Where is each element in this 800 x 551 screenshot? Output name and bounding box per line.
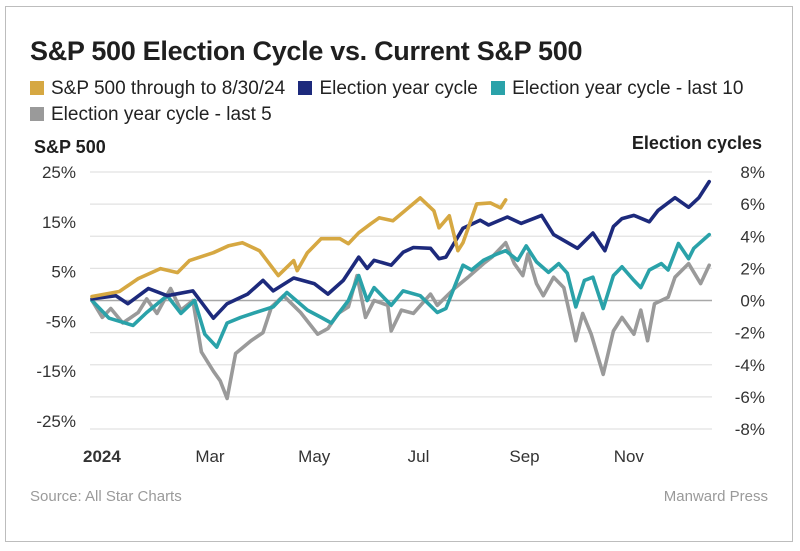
right-tick-label: -8% xyxy=(735,420,765,439)
left-axis-title: S&P 500 xyxy=(34,137,106,157)
legend-label: Election year cycle - last 10 xyxy=(512,78,744,99)
chart-title: S&P 500 Election Cycle vs. Current S&P 5… xyxy=(30,36,583,66)
right-tick-label: 2% xyxy=(740,259,765,278)
x-tick-label: Sep xyxy=(509,447,539,466)
legend-label: Election year cycle xyxy=(319,78,478,99)
right-tick-label: 6% xyxy=(740,195,765,214)
series-line-election-year-cycle xyxy=(90,179,711,320)
x-tick-label: Nov xyxy=(614,447,645,466)
legend-item-last5: Election year cycle - last 5 xyxy=(30,104,272,125)
left-tick-label: -5% xyxy=(46,312,76,331)
frame-border xyxy=(5,6,793,542)
right-tick-label: 8% xyxy=(740,163,765,182)
legend-label: S&P 500 through to 8/30/24 xyxy=(51,78,286,99)
right-tick-label: 0% xyxy=(740,292,765,311)
legend-label: Election year cycle - last 5 xyxy=(51,104,272,125)
legend-swatch xyxy=(298,81,313,95)
source-note: Source: All Star Charts xyxy=(30,488,182,505)
legend: S&P 500 through to 8/30/24 Election year… xyxy=(30,76,775,128)
x-tick-label: 2024 xyxy=(83,447,121,466)
legend-item-sp500: S&P 500 through to 8/30/24 xyxy=(30,78,285,99)
legend-swatch xyxy=(30,81,44,95)
series-line-election-year-cycle-last-5 xyxy=(90,240,711,401)
left-tick-label: -25% xyxy=(36,412,76,431)
series-line-election-year-cycle-last-10 xyxy=(90,232,711,349)
right-tick-label: -2% xyxy=(735,324,765,343)
legend-swatch xyxy=(30,107,44,121)
right-tick-label: -4% xyxy=(735,356,765,375)
left-tick-label: 15% xyxy=(42,213,76,232)
left-tick-label: 25% xyxy=(42,163,76,182)
x-tick-label: Jul xyxy=(408,447,430,466)
right-tick-label: 4% xyxy=(740,227,765,246)
left-tick-label: -15% xyxy=(36,362,76,381)
x-tick-label: Mar xyxy=(195,447,225,466)
x-tick-label: May xyxy=(298,447,331,466)
legend-item-last10: Election year cycle - last 10 xyxy=(491,78,743,99)
right-axis-title: Election cycles xyxy=(631,133,762,153)
legend-item-election-cycle: Election year cycle xyxy=(298,78,478,99)
legend-swatch xyxy=(491,81,506,95)
publisher-note: Manward Press xyxy=(663,488,768,505)
series-line-s-p-500-through-to-8-30-24 xyxy=(90,196,508,299)
right-tick-label: -6% xyxy=(735,388,765,407)
left-tick-label: 5% xyxy=(51,263,76,282)
